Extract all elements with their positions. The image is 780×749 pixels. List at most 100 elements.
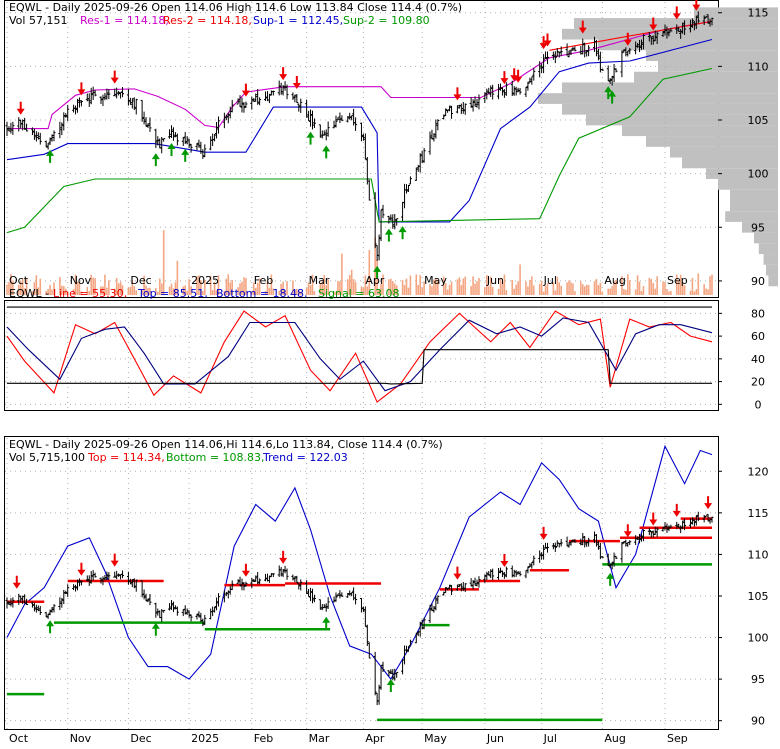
price-x-tick-label: Aug [604, 274, 625, 287]
buy-arrow [46, 149, 55, 163]
sell-arrow [110, 553, 119, 567]
price-panel-sup1: Sup-1 = 112.45, [253, 14, 343, 27]
buy-arrow [384, 228, 393, 242]
trend-y-tick-label: 120 [748, 465, 769, 478]
trend-line [6, 444, 713, 681]
price-x-tick-label: Oct [9, 274, 29, 287]
buy-arrow [373, 265, 382, 279]
trend-y-tick-label: 105 [748, 590, 769, 603]
buy-arrow [386, 678, 395, 692]
sell-arrow [241, 83, 250, 97]
sell-arrow [453, 87, 462, 101]
sell-arrow [704, 496, 713, 510]
buy-arrow [167, 142, 176, 156]
price-x-tick-label: Nov [70, 274, 92, 287]
trend-x-tick-label: Dec [130, 732, 151, 745]
trend-x-tick-label: Jun [486, 732, 504, 745]
trend-x-tick-label: Jul [543, 732, 557, 745]
volume-profile-bar [758, 243, 778, 255]
buy-arrow [322, 616, 331, 630]
volume-profile-bar [538, 93, 778, 104]
oscillator-panel-frame [4, 300, 719, 411]
trend-x-tick-label: Nov [70, 732, 92, 745]
buy-arrow [46, 620, 55, 634]
oscillator-title: EQWL - [9, 287, 49, 300]
sell-arrow [649, 512, 658, 526]
price-y-tick-label: 115 [748, 7, 769, 20]
trend-x-tick-label: Apr [365, 732, 385, 745]
series-sup-2-line [6, 67, 713, 234]
sell-arrow [241, 563, 250, 577]
volume-profile-bar [586, 114, 778, 126]
price-x-tick-label: Jun [486, 274, 504, 287]
volume-profile-bar [754, 232, 778, 244]
trend-panel-frame [4, 436, 719, 730]
trend-x-tick-label: Feb [254, 732, 273, 745]
volume-profile-bar [706, 168, 778, 179]
sell-arrow [578, 20, 587, 34]
price-x-tick-label: Sep [667, 274, 688, 287]
trend-panel-volume: Vol 5,715,100 [9, 451, 85, 464]
price-x-tick-label: Jul [543, 274, 557, 287]
volume-profile-bar [670, 146, 778, 158]
volume-profile-bar [562, 82, 778, 94]
volume-profile-bar [646, 136, 778, 147]
volume-profile-bar [718, 179, 778, 190]
trend-panel-trend-value: Trend = 122.03 [262, 451, 348, 464]
price-panel-sup2: Sup-2 = 109.80 [343, 14, 430, 27]
oscillator-line-line [6, 310, 713, 403]
sell-arrow [500, 554, 509, 568]
buy-arrow [322, 145, 331, 159]
osc-y-tick-label: 80 [751, 307, 765, 320]
price-x-tick-label: May [424, 274, 447, 287]
volume-profile-bar [682, 157, 778, 169]
sell-arrow [500, 71, 509, 85]
price-x-tick-label: 2025 [191, 274, 219, 287]
trend-panel-top-value: Top = 114.34, [87, 451, 165, 464]
sell-arrow [623, 524, 632, 538]
price-y-tick-label: 100 [748, 168, 769, 181]
volume-profile-bar [763, 254, 778, 265]
volume-profile-bar [646, 50, 778, 61]
buy-arrow [398, 226, 407, 240]
buy-arrow [604, 86, 613, 100]
sell-arrow [279, 550, 288, 564]
trend-x-tick-label: Sep [667, 732, 688, 745]
volume-profile-bar [598, 39, 778, 51]
volume-profile-bar [768, 275, 778, 287]
oscillator-top-value: Top = 85.51, [137, 287, 208, 300]
buy-arrow [608, 90, 617, 104]
oscillator-bottom-line [7, 349, 712, 385]
buy-arrow [606, 572, 615, 586]
trend-x-tick-label: Oct [9, 732, 29, 745]
price-y-tick-label: 105 [748, 114, 769, 127]
trend-y-tick-label: 90 [751, 715, 765, 728]
volume-profile-bar [766, 264, 778, 276]
trend-y-tick-label: 110 [748, 548, 769, 561]
trend-x-tick-label: Mar [309, 732, 330, 745]
price-x-tick-label: Apr [365, 274, 385, 287]
osc-y-tick-label: 0 [755, 398, 762, 411]
trend-panel: 120 115 110 105 100 95 90 Oct Nov Dec 2025 Feb Mar Ap… [5, 438, 769, 745]
buy-arrow [306, 131, 315, 145]
sell-arrow [453, 566, 462, 580]
volume-profile-bar [634, 71, 778, 83]
oscillator-panel: 80 60 40 20 0 [5, 302, 765, 411]
trend-y-tick-label: 115 [748, 507, 769, 520]
osc-y-tick-label: 60 [751, 330, 765, 343]
sell-arrow [16, 101, 25, 115]
buy-arrow [151, 622, 160, 636]
volume-profile-bar [562, 28, 778, 40]
trend-panel-bottom-value: Bottom = 108.83, [166, 451, 265, 464]
sell-arrow [77, 562, 86, 576]
volume-profile-bar [574, 18, 778, 29]
trend-panel-title: EQWL - Daily 2025-09-26 Open 114.06,Hi 1… [9, 438, 443, 451]
sell-arrow [514, 69, 523, 83]
price-y-tick-label: 110 [748, 60, 769, 73]
oscillator-bottom-value: Bottom = 18.48, [216, 287, 308, 300]
trend-x-tick-label: 2025 [191, 732, 219, 745]
price-panel-volume: Vol 57,151 [9, 14, 67, 27]
sell-arrow [539, 36, 548, 50]
volume-profile-bar [562, 103, 778, 115]
